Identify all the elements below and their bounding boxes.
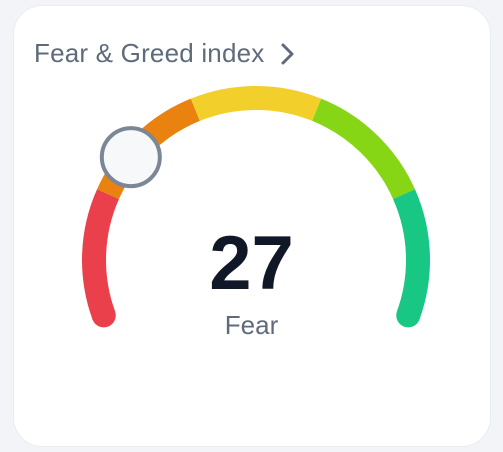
segment-greed (311, 98, 415, 200)
gauge-start-cap (91, 303, 116, 328)
segment-extreme-greed (392, 189, 430, 320)
segment-neutral (190, 86, 322, 122)
segment-extreme-fear (82, 189, 120, 320)
fear-greed-header-link[interactable]: Fear & Greed index (34, 38, 297, 69)
gauge-knob-icon[interactable] (99, 126, 162, 189)
chevron-right-icon (279, 42, 297, 66)
widget-title: Fear & Greed index (34, 38, 265, 68)
sentiment-label: Fear (224, 310, 279, 340)
gauge-end-cap (396, 303, 421, 328)
index-value: 27 (209, 221, 294, 306)
